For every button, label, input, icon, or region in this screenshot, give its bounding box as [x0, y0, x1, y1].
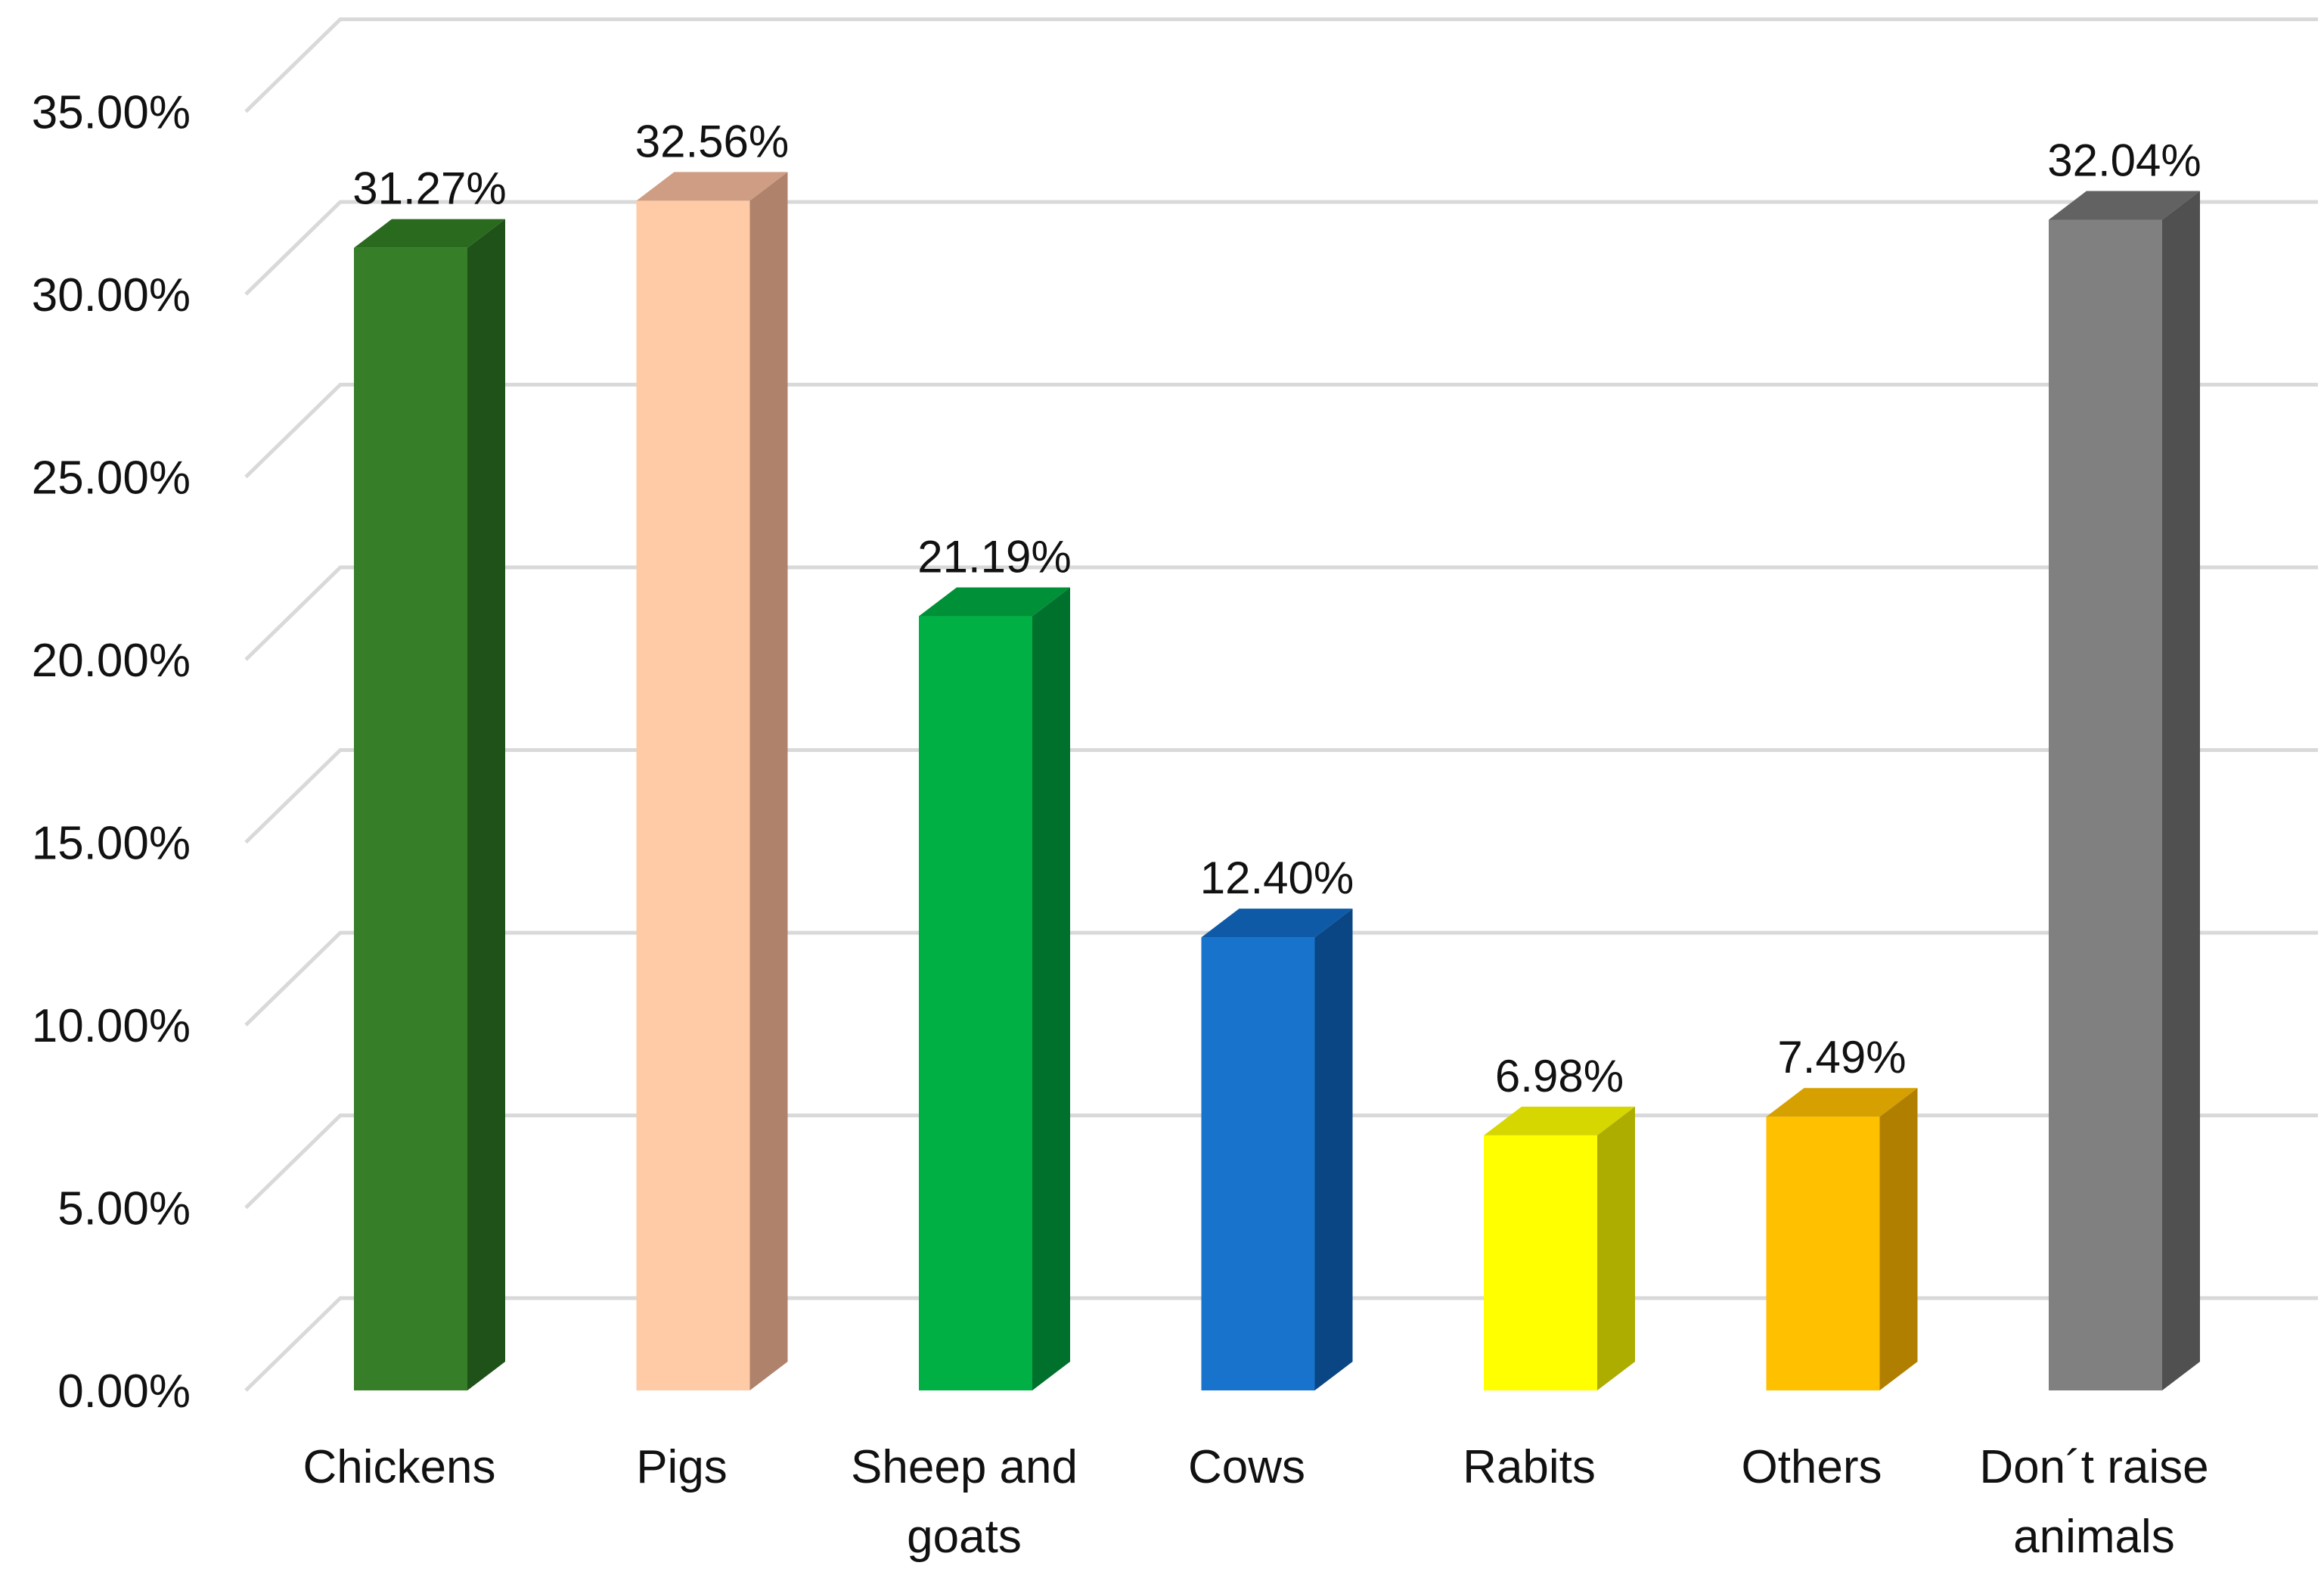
bar-side: [1032, 587, 1070, 1391]
bar-front: [1484, 1135, 1597, 1390]
category-label: Others: [1741, 1441, 1882, 1493]
bar-front: [2049, 219, 2162, 1390]
data-label: 7.49%: [1777, 1032, 1906, 1083]
y-tick-label: 35.00%: [32, 87, 191, 139]
category-label: Rabits: [1463, 1441, 1596, 1493]
category-label: Pigs: [636, 1441, 728, 1493]
bar-top: [919, 587, 1070, 617]
gridline: [244, 1114, 2318, 1210]
bar-top: [1766, 1088, 1918, 1117]
y-tick-label: 20.00%: [32, 635, 191, 687]
category-label: Sheep and: [851, 1441, 1078, 1493]
y-tick-label: 25.00%: [32, 452, 191, 505]
bar-top: [1201, 909, 1353, 938]
data-label: 12.40%: [1200, 853, 1354, 903]
bar: [2049, 191, 2200, 1390]
labels-layer: 0.00% 5.00% 10.00% 15.00% 20.00% 25.00% 30.00%…: [32, 87, 2209, 1564]
gridline: [244, 383, 2318, 479]
bar-front: [636, 200, 750, 1390]
data-label: 32.56%: [635, 116, 790, 166]
bar-side: [1314, 909, 1353, 1390]
bar-top: [1484, 1106, 1635, 1135]
bar-side: [1879, 1088, 1918, 1390]
bar: [354, 219, 505, 1391]
y-tick-label: 15.00%: [32, 818, 191, 870]
bar-top: [354, 219, 505, 248]
category-label: animals: [2013, 1511, 2175, 1563]
bar: [1201, 909, 1353, 1390]
category-label: Chickens: [303, 1441, 496, 1493]
category-label: Don´t raise: [1979, 1441, 2208, 1493]
bar: [919, 587, 1070, 1391]
bar: [1766, 1088, 1918, 1390]
category-label: goats: [907, 1511, 1022, 1563]
bars-layer: [354, 172, 2200, 1391]
bar: [1484, 1106, 1635, 1390]
data-label: 21.19%: [917, 532, 1072, 582]
grid-layer: [244, 17, 2318, 1392]
data-label: 6.98%: [1495, 1051, 1624, 1101]
y-tick-label: 10.00%: [32, 1000, 191, 1052]
data-label: 31.27%: [352, 163, 507, 214]
bar-side: [2162, 191, 2200, 1390]
y-tick-label: 30.00%: [32, 269, 191, 322]
gridline: [244, 1296, 2318, 1392]
gridline: [244, 748, 2318, 844]
category-label: Cows: [1188, 1441, 1305, 1493]
data-label: 32.04%: [2047, 135, 2201, 185]
gridline: [244, 200, 2318, 296]
gridline: [244, 930, 2318, 1027]
bar-front: [919, 616, 1032, 1390]
gridline: [244, 17, 2318, 113]
bar-side: [467, 219, 505, 1391]
bar-front: [1201, 937, 1315, 1390]
bar-top: [2049, 191, 2200, 220]
bar-side: [1597, 1106, 1635, 1390]
y-tick-label: 5.00%: [57, 1183, 191, 1235]
bar-side: [749, 172, 788, 1390]
bar-front: [1766, 1117, 1880, 1390]
gridline: [244, 565, 2318, 661]
y-tick-label: 0.00%: [57, 1365, 191, 1418]
bar: [636, 172, 788, 1390]
bar-front: [354, 247, 467, 1391]
bar-top: [636, 172, 788, 201]
